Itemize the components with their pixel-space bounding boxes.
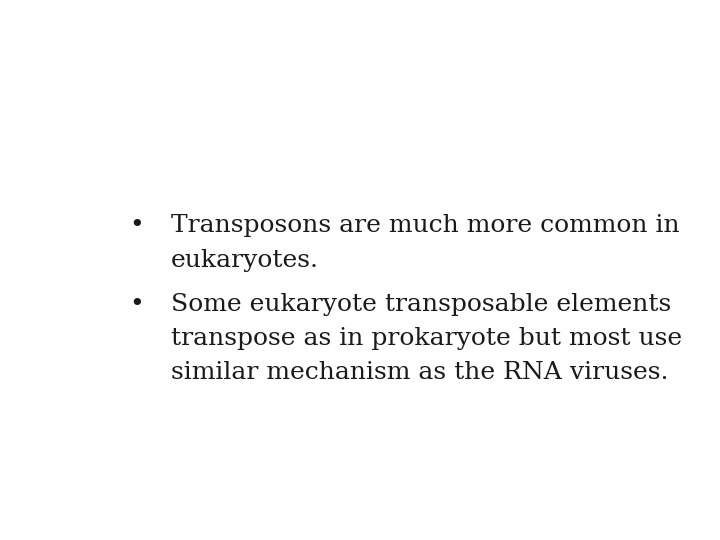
Text: •: • <box>129 293 144 316</box>
Text: Some eukaryote transposable elements: Some eukaryote transposable elements <box>171 293 671 316</box>
Text: Transposons are much more common in: Transposons are much more common in <box>171 214 680 238</box>
Text: •: • <box>129 214 144 238</box>
Text: similar mechanism as the RNA viruses.: similar mechanism as the RNA viruses. <box>171 361 668 384</box>
Text: eukaryotes.: eukaryotes. <box>171 248 319 272</box>
Text: transpose as in prokaryote but most use: transpose as in prokaryote but most use <box>171 327 682 350</box>
